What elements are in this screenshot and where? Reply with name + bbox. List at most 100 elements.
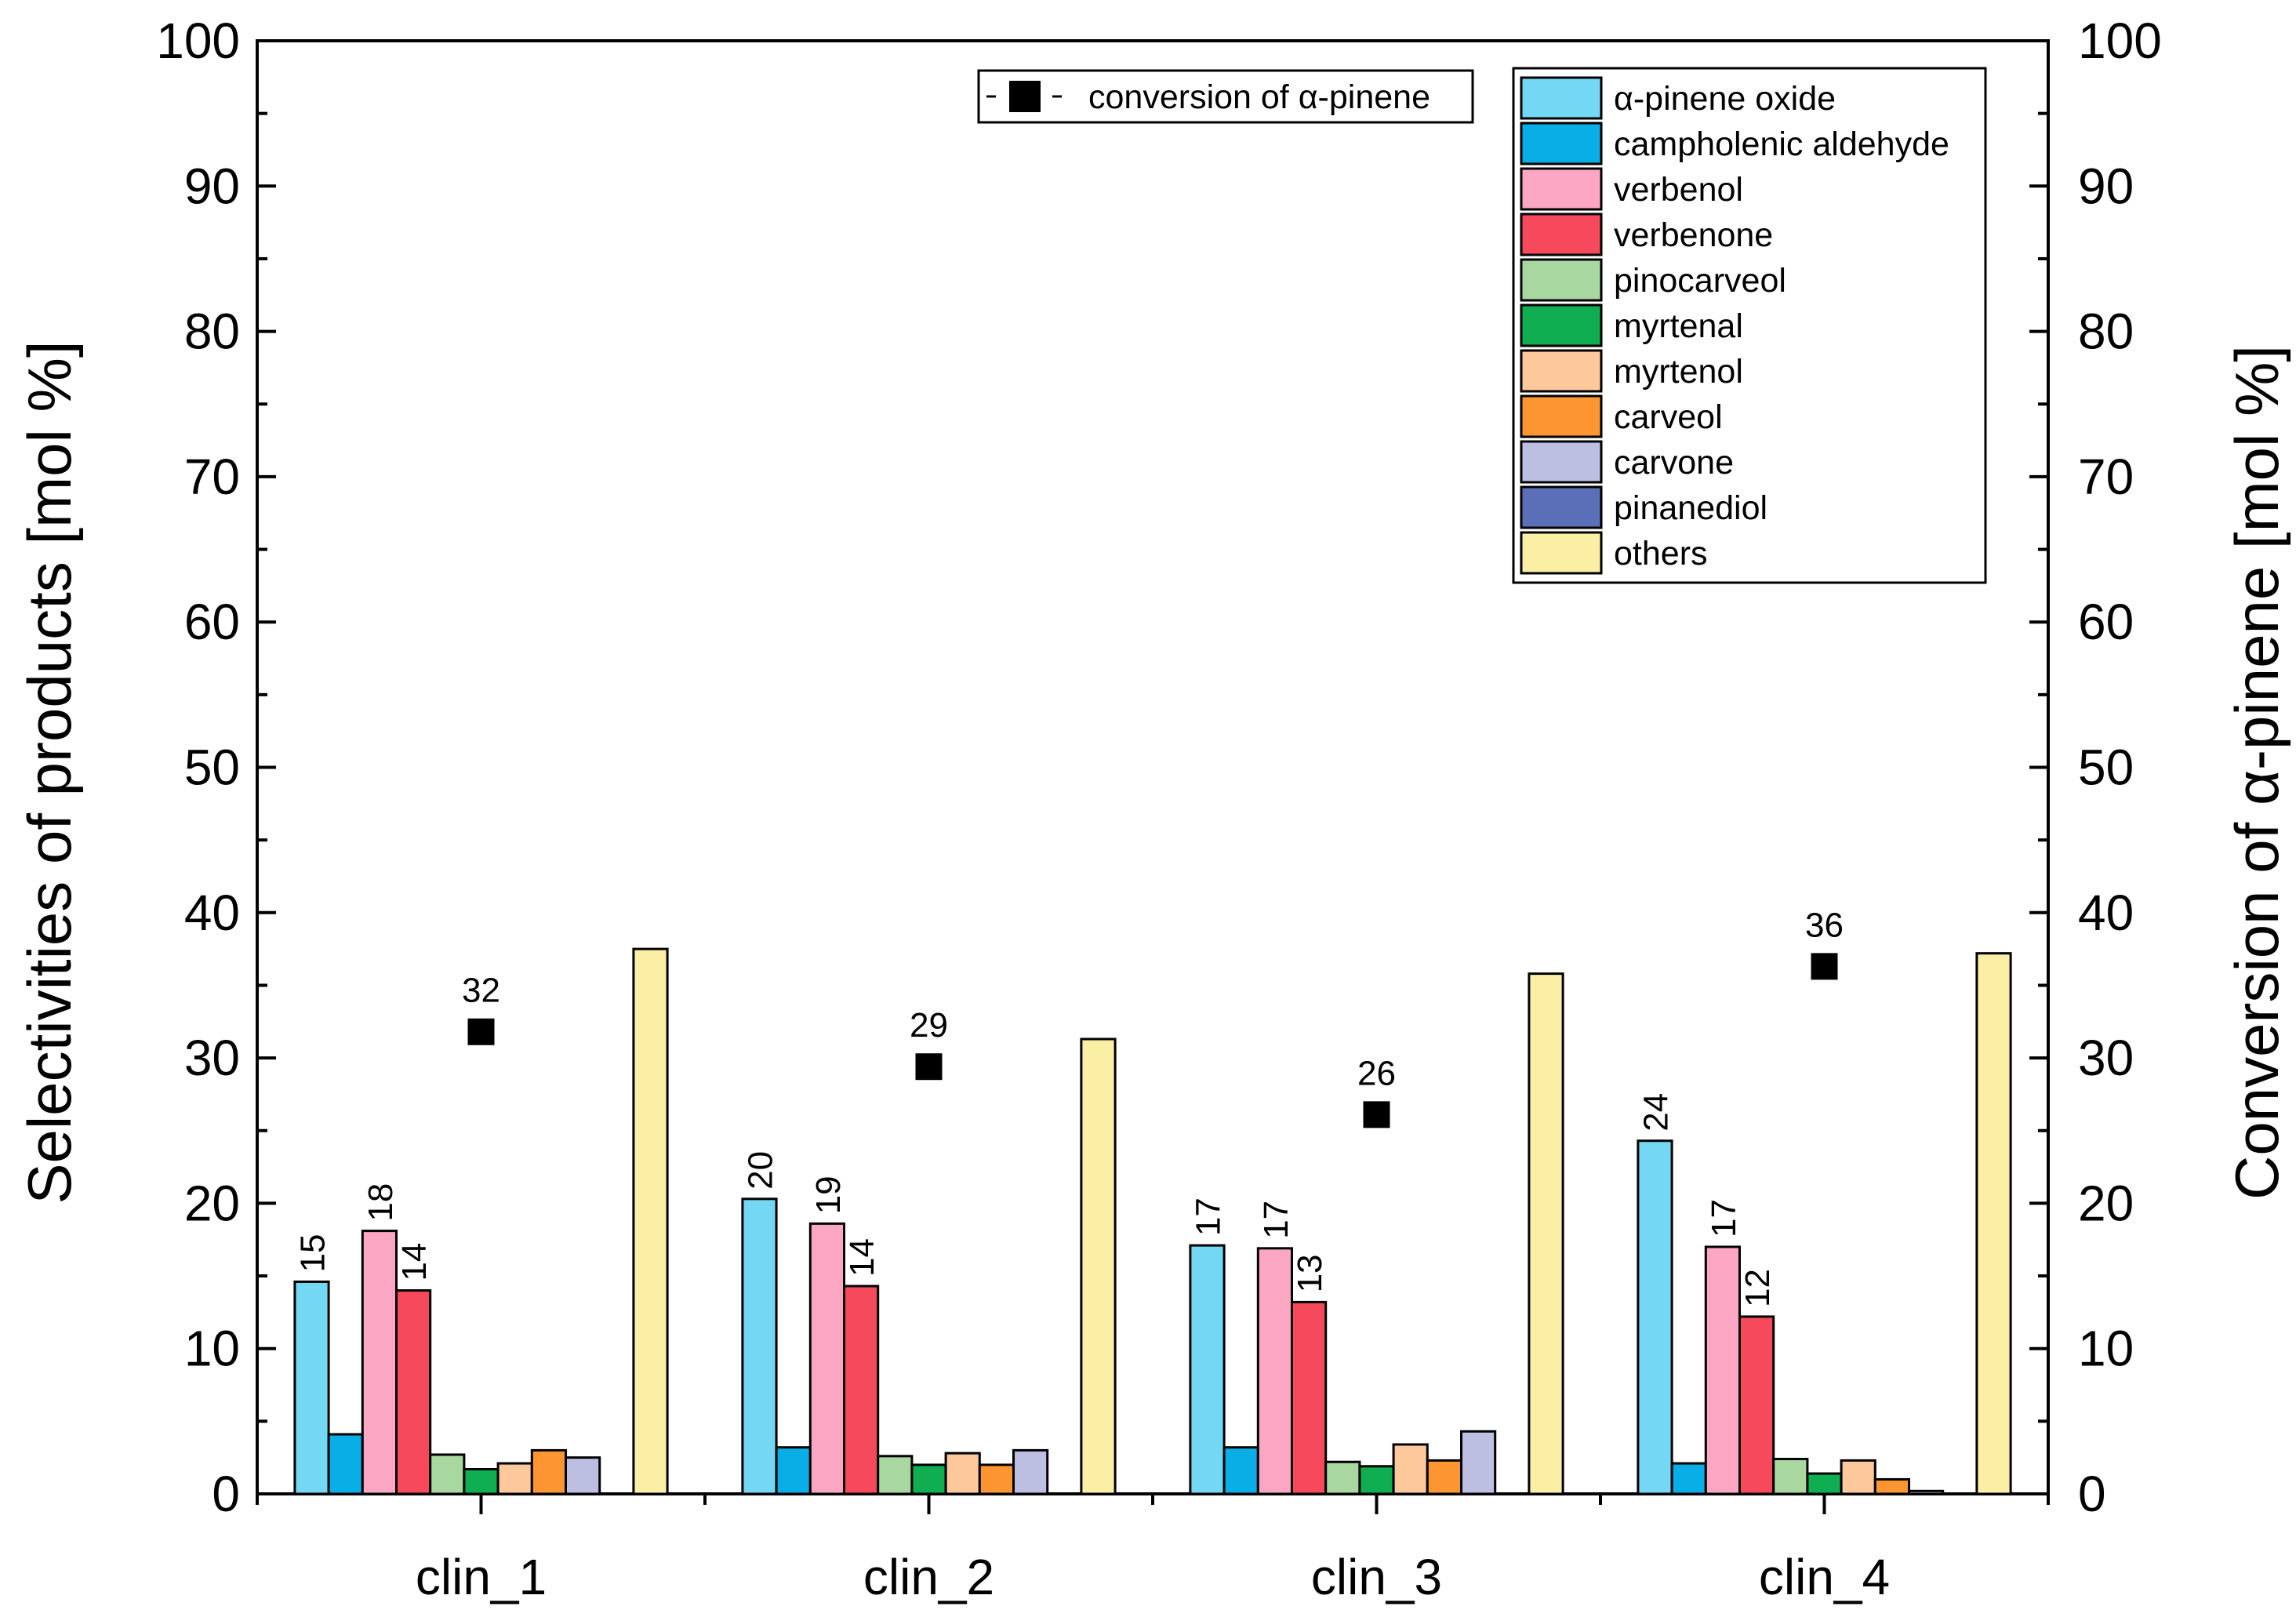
legend-entry-label: carveol <box>1614 398 1723 436</box>
bar-value-label: 24 <box>1637 1093 1676 1132</box>
bar <box>910 1463 947 1495</box>
bar-value-label: 20 <box>742 1151 780 1190</box>
bar <box>1637 1139 1673 1495</box>
bar <box>1528 972 1564 1495</box>
legend-entry-label: myrtenal <box>1614 307 1743 345</box>
x-tick-label: clin_2 <box>863 1549 994 1605</box>
y2-tick-label: 10 <box>2078 1321 2134 1377</box>
conversion-legend-label: conversion of α-pinene <box>1088 78 1430 116</box>
bar <box>1392 1443 1429 1495</box>
bar-value-label: 14 <box>843 1238 881 1277</box>
conversion-value-label: 36 <box>1805 906 1844 944</box>
y-tick-label: 70 <box>184 449 240 505</box>
legend-swatch <box>1520 394 1603 438</box>
y2-tick-label: 100 <box>2078 13 2162 69</box>
y-tick-label: 30 <box>184 1030 240 1086</box>
conversion-legend: conversion of α-pinene <box>977 69 1474 124</box>
bar <box>877 1455 914 1495</box>
bar-labels-layer: 15 18 14 20 19 14 17 17 13 24 17 12 <box>294 1093 1778 1307</box>
conversion-marker <box>915 1053 943 1081</box>
bar <box>1256 1247 1294 1495</box>
y-tick-label: 40 <box>184 885 240 941</box>
bar <box>429 1453 466 1495</box>
bar <box>1975 952 2012 1495</box>
conversion-legend-marker <box>1009 81 1041 112</box>
y-tick-label: 60 <box>184 594 240 650</box>
bar-value-label: 17 <box>1190 1197 1228 1236</box>
bar-value-label: 14 <box>395 1243 434 1281</box>
x-tick-label: clin_3 <box>1311 1549 1442 1605</box>
conversion-marker <box>1363 1101 1390 1128</box>
y-axis-title: Selectivities of products [mol %] <box>15 340 84 1204</box>
bar <box>1080 1037 1117 1495</box>
y-tick-label: 100 <box>156 13 240 69</box>
bar <box>1460 1430 1497 1495</box>
conversion-marker <box>467 1018 495 1045</box>
bar <box>1840 1459 1876 1495</box>
conversion-value-label: 29 <box>910 1006 948 1045</box>
bar <box>775 1446 812 1495</box>
legend-swatch <box>1520 213 1603 256</box>
legend-entry-label: pinanediol <box>1614 489 1767 527</box>
bar <box>1806 1472 1843 1495</box>
bar <box>1873 1477 1911 1495</box>
legend-entry-label: α-pinene oxide <box>1614 80 1836 118</box>
y-tick-label: 80 <box>184 303 240 360</box>
y2-tick-label: 40 <box>2078 885 2134 941</box>
bar <box>1222 1446 1259 1495</box>
bar-value-label: 12 <box>1738 1269 1777 1307</box>
axes-layer: 0 0 10 10 20 20 30 30 40 40 50 50 60 60 70 70 80 80 90 90 10… <box>156 13 2162 1605</box>
bar <box>808 1222 846 1495</box>
bar <box>1670 1462 1707 1495</box>
conversion-markers-layer: 32 29 26 36 <box>462 906 1844 1128</box>
y2-axis-title: Conversion of α-pinene [mol %] <box>2222 345 2291 1200</box>
bar <box>1772 1458 1809 1495</box>
legend-swatch <box>1520 303 1603 347</box>
bar <box>1012 1448 1049 1495</box>
x-tick-label: clin_4 <box>1759 1549 1890 1605</box>
legend-entry-label: myrtenol <box>1614 353 1743 391</box>
bar <box>632 947 669 1495</box>
legend-entry-label: campholenic aldehyde <box>1614 125 1949 163</box>
y2-tick-label: 0 <box>2078 1466 2106 1522</box>
bar <box>1189 1244 1226 1495</box>
bar-value-label: 17 <box>1705 1199 1743 1237</box>
y-tick-label: 0 <box>212 1466 240 1522</box>
bar <box>1738 1315 1775 1495</box>
conversion-value-label: 32 <box>462 972 500 1010</box>
bar <box>361 1230 398 1495</box>
y-tick-label: 90 <box>184 158 240 214</box>
bar <box>530 1448 567 1495</box>
y-tick-label: 50 <box>184 739 240 796</box>
legend-swatch <box>1520 122 1603 165</box>
legend-swatch <box>1520 258 1603 302</box>
legend-swatch <box>1520 440 1603 484</box>
conversion-value-label: 26 <box>1357 1054 1396 1092</box>
legend-swatch <box>1520 485 1603 529</box>
bar-value-label: 15 <box>294 1234 332 1273</box>
y2-tick-label: 60 <box>2078 594 2134 650</box>
bar <box>1324 1460 1361 1495</box>
legend-entry-label: others <box>1614 535 1708 572</box>
legend-swatch <box>1520 167 1603 211</box>
legend-entry-label: verbenol <box>1614 171 1743 209</box>
bar <box>327 1433 364 1495</box>
y-tick-label: 10 <box>184 1321 240 1377</box>
y2-tick-label: 80 <box>2078 303 2134 360</box>
bar <box>1704 1245 1742 1495</box>
bar-value-label: 18 <box>361 1183 400 1222</box>
bar <box>496 1462 533 1495</box>
bar <box>1908 1489 1945 1495</box>
bar-value-label: 13 <box>1291 1254 1329 1292</box>
x-tick-label: clin_1 <box>416 1549 547 1605</box>
y2-tick-label: 70 <box>2078 449 2134 505</box>
bar <box>395 1289 432 1495</box>
legend-swatch <box>1520 531 1603 575</box>
bar <box>565 1456 601 1495</box>
bar <box>978 1463 1015 1495</box>
bar <box>463 1467 500 1495</box>
legend-entry-label: verbenone <box>1614 216 1773 254</box>
y-tick-label: 20 <box>184 1175 240 1231</box>
bar <box>843 1285 880 1495</box>
